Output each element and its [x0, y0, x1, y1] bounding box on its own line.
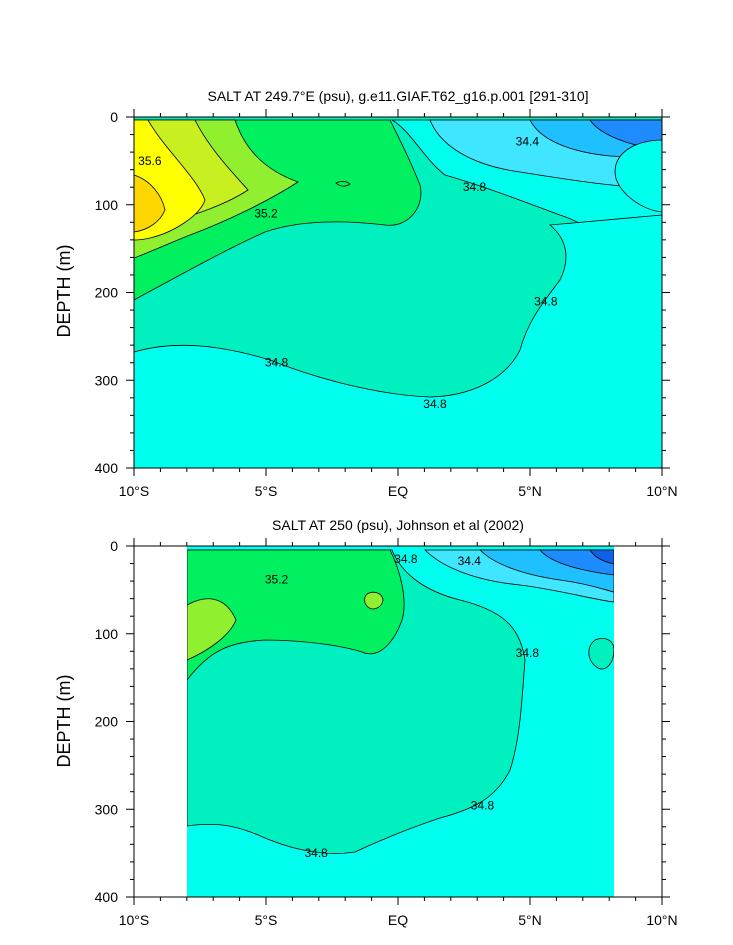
contour-label: 35.2 [265, 572, 289, 586]
x-tick-label: EQ [388, 912, 408, 928]
panel-top: SALT AT 249.7°E (psu), g.e11.GIAF.T62_g1… [54, 88, 678, 499]
fill-35-8 [134, 174, 166, 233]
x-tick-label: 10°S [119, 483, 150, 499]
panel-bottom-title: SALT AT 250 (psu), Johnson et al (2002) [272, 517, 524, 533]
fill-35-2-b [187, 598, 237, 661]
y-tick-label: 300 [95, 372, 119, 388]
contour-label: 34.8 [304, 846, 328, 860]
fill-lens [335, 181, 351, 187]
contour-label: 34.8 [394, 552, 418, 566]
contour-label: 34.8 [423, 397, 447, 411]
x-tick-label: EQ [388, 483, 408, 499]
contour-label: 34.8 [463, 180, 487, 194]
panel-bottom: SALT AT 250 (psu), Johnson et al (2002) … [54, 517, 678, 928]
y-tick-label: 0 [110, 538, 118, 554]
y-tick-label: 100 [95, 197, 119, 213]
x-tick-label: 5°N [518, 912, 542, 928]
panel-top-axes: 10°S 5°S EQ 5°N 10°N 0 100 200 300 400 [95, 109, 678, 499]
y-tick-label: 400 [95, 889, 119, 905]
panel-bottom-fields [187, 546, 614, 897]
y-tick-label: 0 [110, 109, 118, 125]
y-tick-label: 200 [95, 714, 119, 730]
panel-top-ylabel: DEPTH (m) [54, 245, 74, 338]
y-tick-label: 200 [95, 285, 119, 301]
contour-label: 34.8 [471, 799, 495, 813]
x-tick-label: 10°N [646, 912, 677, 928]
x-tick-label: 5°S [255, 912, 278, 928]
panel-top-title: SALT AT 249.7°E (psu), g.e11.GIAF.T62_g1… [208, 88, 589, 104]
contour-label: 35.6 [138, 154, 162, 168]
x-tick-label: 5°N [518, 483, 542, 499]
contour-label: 34.8 [265, 356, 289, 370]
x-tick-label: 10°S [119, 912, 150, 928]
contour-label: 34.8 [534, 294, 558, 308]
x-tick-label: 10°N [646, 483, 677, 499]
contour-label: 35.2 [254, 207, 278, 221]
panel-bottom-contour-labels: 35.2 34.8 34.4 34.8 34.8 34.8 [265, 552, 540, 860]
fill-34-6-bottom [134, 214, 662, 468]
y-tick-label: 100 [95, 626, 119, 642]
contour-label: 34.8 [516, 646, 540, 660]
contour-label: 34.4 [458, 554, 482, 568]
y-tick-label: 300 [95, 801, 119, 817]
fill-33-8-b [589, 549, 614, 565]
fill-right-patch-b [588, 638, 614, 670]
panel-top-fields [134, 117, 662, 468]
panel-bottom-ylabel: DEPTH (m) [54, 675, 74, 768]
y-tick-label: 400 [95, 460, 119, 476]
x-tick-label: 5°S [255, 483, 278, 499]
panel-top-contour-labels: 35.6 35.2 34.4 34.8 34.8 34.8 34.8 [138, 135, 558, 411]
panel-bottom-axes: 10°S 5°S EQ 5°N 10°N 0 100 200 300 400 [95, 538, 678, 928]
fill-lens-b [364, 591, 384, 610]
fill-35-0-b [187, 549, 405, 681]
fill-right-patch [614, 139, 662, 213]
contour-label: 34.4 [516, 135, 540, 149]
